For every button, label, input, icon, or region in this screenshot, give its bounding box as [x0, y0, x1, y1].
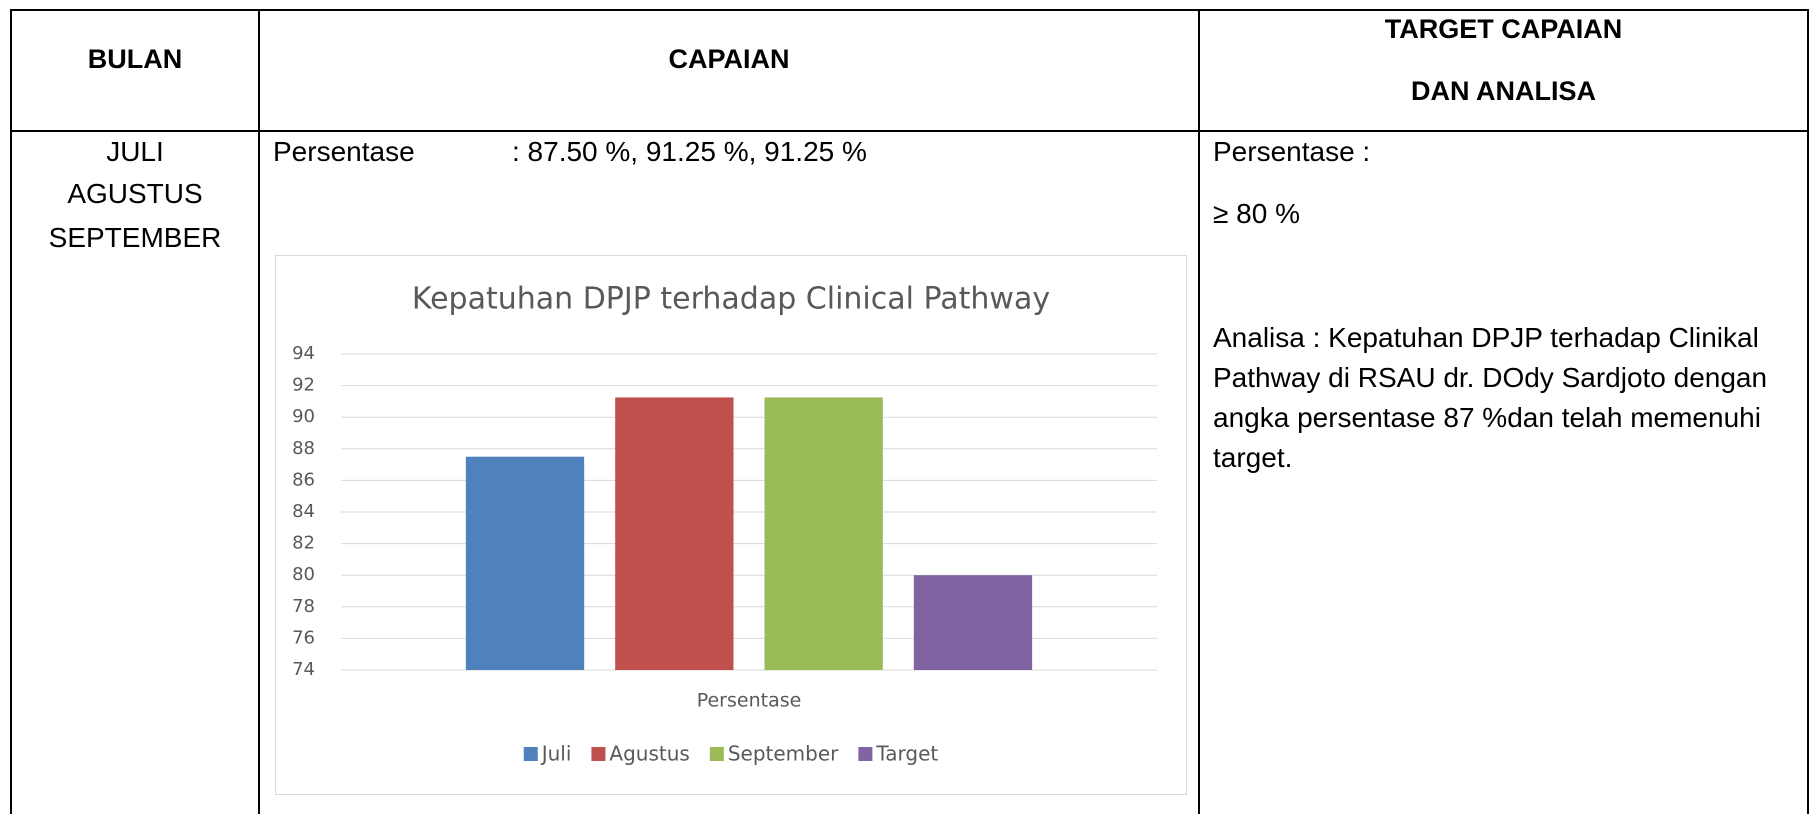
- border: [1807, 9, 1809, 814]
- capaian-label: Persentase: [273, 136, 415, 167]
- legend-swatch: [709, 747, 724, 761]
- month: SEPTEMBER: [48, 222, 222, 253]
- month: JULI: [106, 136, 164, 167]
- y-tick-label: 74: [292, 659, 315, 680]
- border: [10, 9, 1809, 11]
- y-tick-label: 84: [292, 501, 315, 522]
- bar: [913, 575, 1033, 670]
- legend-label: Juli: [540, 742, 572, 766]
- legend-swatch: [591, 747, 606, 761]
- border: [1198, 9, 1200, 814]
- x-tick-label: Persentase: [697, 690, 802, 712]
- legend-label: Agustus: [609, 742, 689, 766]
- capaian-value: : 87.50 %, 91.25 %, 91.25 %: [512, 136, 867, 167]
- legend-swatch: [523, 747, 538, 761]
- target-label: Persentase :: [1213, 136, 1371, 167]
- bar: [764, 397, 883, 670]
- chart: Kepatuhan DPJP terhadap Clinical Pathway…: [275, 255, 1187, 795]
- y-tick-label: 92: [292, 375, 315, 396]
- bar: [465, 456, 585, 670]
- y-tick-label: 76: [292, 627, 315, 648]
- header-cell: TARGET CAPAIAN: [1384, 14, 1623, 44]
- legend-label: September: [728, 742, 839, 766]
- border: [10, 130, 1809, 132]
- legend-label: Target: [875, 742, 938, 766]
- legend-swatch: [858, 747, 873, 761]
- y-tick-label: 94: [292, 343, 315, 364]
- y-tick-label: 88: [292, 438, 315, 459]
- y-tick-label: 82: [292, 533, 315, 554]
- y-tick-label: 78: [292, 596, 315, 617]
- header-cell: DAN ANALISA: [1411, 76, 1596, 106]
- border: [258, 9, 260, 814]
- analisa: Analisa : Kepatuhan DPJP terhadap Clinik…: [1213, 322, 1768, 473]
- y-tick-label: 80: [292, 564, 315, 585]
- y-tick-label: 86: [292, 469, 315, 490]
- header-cell: BULAN: [87, 44, 183, 74]
- bar: [615, 397, 734, 670]
- target-value: ≥ 80 %: [1213, 198, 1300, 229]
- y-tick-label: 90: [292, 406, 315, 427]
- header-cell: CAPAIAN: [668, 44, 790, 74]
- chart-title: Kepatuhan DPJP terhadap Clinical Pathway: [412, 282, 1050, 317]
- border: [10, 9, 12, 814]
- month: AGUSTUS: [67, 178, 203, 209]
